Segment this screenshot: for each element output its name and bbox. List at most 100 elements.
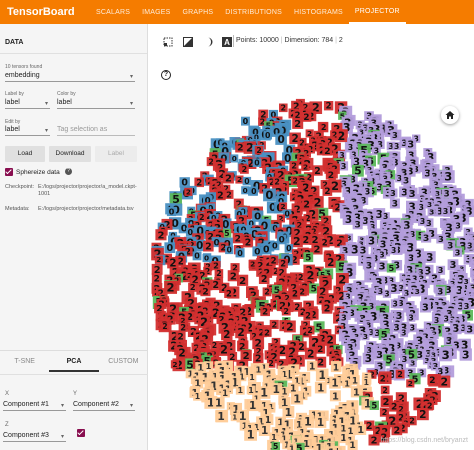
digit-point-2[interactable]: 2 — [292, 117, 304, 130]
digit-point-3[interactable]: 3 — [362, 352, 375, 366]
digit-point-3[interactable]: 3 — [421, 232, 432, 244]
digit-point-3[interactable]: 3 — [359, 158, 372, 171]
digit-point-2[interactable]: 2 — [291, 100, 302, 113]
digit-point-3[interactable]: 3 — [352, 219, 363, 230]
digit-point-3[interactable]: 3 — [439, 348, 453, 362]
digit-point-2[interactable]: 2 — [272, 177, 282, 187]
digit-point-5[interactable]: 5 — [386, 263, 396, 273]
digit-point-2[interactable]: 2 — [283, 320, 296, 333]
digit-point-5[interactable]: 5 — [322, 268, 334, 280]
digit-point-2[interactable]: 2 — [222, 172, 234, 185]
digit-point-1[interactable]: 1 — [235, 385, 245, 395]
digit-point-0[interactable]: 0 — [282, 152, 294, 165]
digit-point-2[interactable]: 2 — [279, 103, 288, 113]
digit-point-3[interactable]: 3 — [452, 247, 463, 257]
tab-projector[interactable]: PROJECTOR — [348, 0, 406, 24]
digit-point-3[interactable]: 3 — [421, 264, 434, 278]
digit-point-3[interactable]: 3 — [389, 198, 400, 210]
digit-point-3[interactable]: 3 — [350, 156, 363, 169]
scatter-plot[interactable]: 2222222323220223523332302320003325323320… — [148, 58, 474, 450]
digit-point-2[interactable]: 2 — [279, 202, 288, 211]
digit-point-3[interactable]: 3 — [431, 180, 441, 190]
digit-point-3[interactable]: 3 — [432, 300, 441, 309]
digit-point-2[interactable]: 2 — [406, 379, 415, 388]
digit-point-1[interactable]: 1 — [329, 377, 341, 390]
digit-point-2[interactable]: 2 — [321, 215, 332, 227]
digit-point-2[interactable]: 2 — [305, 325, 315, 335]
digit-point-0[interactable]: 0 — [252, 134, 261, 143]
digit-point-3[interactable]: 3 — [409, 274, 420, 285]
digit-point-3[interactable]: 3 — [412, 134, 421, 143]
night-mode-icon[interactable] — [183, 37, 193, 47]
digit-point-0[interactable]: 0 — [283, 144, 296, 158]
digit-point-2[interactable]: 2 — [151, 263, 163, 276]
digit-point-2[interactable]: 2 — [266, 284, 277, 294]
digit-point-3[interactable]: 3 — [354, 292, 367, 305]
digit-point-3[interactable]: 3 — [399, 186, 410, 199]
digit-point-1[interactable]: 1 — [330, 362, 341, 373]
label-mode-icon[interactable]: A — [222, 37, 232, 47]
digit-point-5[interactable]: 5 — [368, 186, 377, 196]
digit-point-3[interactable]: 3 — [358, 195, 369, 205]
tab-distributions[interactable]: DISTRIBUTIONS — [225, 8, 282, 16]
digit-point-3[interactable]: 3 — [435, 286, 446, 298]
digit-point-3[interactable]: 3 — [406, 187, 418, 200]
digit-point-1[interactable]: 1 — [347, 439, 358, 450]
digit-point-3[interactable]: 3 — [366, 301, 376, 311]
digit-point-2[interactable]: 2 — [334, 237, 345, 249]
digit-point-1[interactable]: 1 — [212, 397, 225, 410]
digit-point-3[interactable]: 3 — [399, 138, 410, 149]
digit-point-5[interactable]: 5 — [338, 111, 347, 120]
digit-point-2[interactable]: 2 — [242, 237, 254, 249]
digit-point-0[interactable]: 0 — [268, 110, 278, 120]
digit-point-2[interactable]: 2 — [224, 189, 234, 199]
digit-point-2[interactable]: 2 — [210, 279, 222, 292]
digit-point-0[interactable]: 0 — [263, 130, 272, 140]
digit-point-3[interactable]: 3 — [379, 162, 390, 174]
digit-point-3[interactable]: 3 — [405, 138, 417, 151]
digit-point-3[interactable]: 3 — [399, 329, 409, 338]
digit-point-3[interactable]: 3 — [386, 141, 396, 151]
digit-point-2[interactable]: 2 — [330, 130, 339, 140]
digit-point-2[interactable]: 2 — [161, 218, 173, 231]
y-component-select[interactable]: Component #2 ▾ — [73, 401, 135, 411]
digit-point-2[interactable]: 2 — [301, 163, 310, 172]
digit-point-2[interactable]: 2 — [311, 243, 323, 255]
digit-point-3[interactable]: 3 — [343, 285, 355, 297]
tab-scalars[interactable]: SCALARS — [96, 8, 131, 16]
digit-point-2[interactable]: 2 — [184, 187, 193, 196]
digit-point-2[interactable]: 2 — [151, 273, 162, 284]
digit-point-2[interactable]: 2 — [309, 227, 319, 237]
digit-point-2[interactable]: 2 — [248, 260, 257, 269]
digit-point-2[interactable]: 2 — [336, 290, 348, 303]
digit-point-0[interactable]: 0 — [250, 126, 261, 138]
digit-point-3[interactable]: 3 — [443, 221, 456, 234]
digit-point-3[interactable]: 3 — [413, 287, 422, 296]
digit-point-0[interactable]: 0 — [241, 186, 250, 195]
digit-point-2[interactable]: 2 — [290, 235, 303, 248]
digit-point-3[interactable]: 3 — [360, 122, 371, 134]
digit-point-3[interactable]: 3 — [372, 146, 381, 155]
digit-point-5[interactable]: 5 — [369, 400, 379, 412]
digit-point-2[interactable]: 2 — [427, 374, 438, 386]
digit-point-0[interactable]: 0 — [258, 220, 271, 233]
digit-point-0[interactable]: 0 — [166, 207, 177, 217]
digit-point-2[interactable]: 2 — [289, 161, 299, 171]
color-by-select[interactable]: label ▾ — [57, 99, 135, 109]
digit-point-3[interactable]: 3 — [455, 300, 467, 313]
digit-point-0[interactable]: 0 — [185, 227, 195, 237]
digit-point-3[interactable]: 3 — [357, 244, 369, 257]
digit-point-2[interactable]: 2 — [194, 177, 204, 189]
digit-point-2[interactable]: 2 — [245, 157, 257, 170]
digit-point-3[interactable]: 3 — [395, 173, 404, 183]
brand-logo[interactable]: TensorBoard — [7, 6, 75, 18]
digit-point-3[interactable]: 3 — [398, 167, 410, 179]
tab-histograms[interactable]: HISTOGRAMS — [293, 8, 343, 16]
load-button[interactable]: Load — [5, 146, 45, 162]
digit-point-0[interactable]: 0 — [266, 201, 279, 215]
digit-point-3[interactable]: 3 — [338, 161, 349, 171]
digit-point-2[interactable]: 2 — [260, 306, 270, 317]
digit-point-5[interactable]: 5 — [271, 284, 283, 296]
digit-point-2[interactable]: 2 — [155, 229, 167, 241]
digit-point-3[interactable]: 3 — [404, 264, 416, 277]
